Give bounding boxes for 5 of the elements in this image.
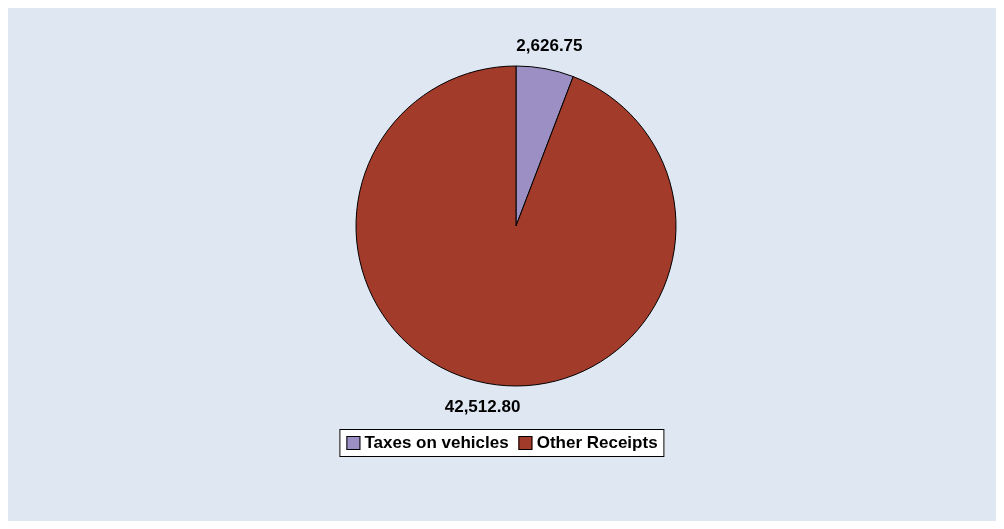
legend-label: Other Receipts bbox=[535, 433, 658, 453]
pie-slice bbox=[355, 65, 677, 387]
data-label: 2,626.75 bbox=[516, 35, 583, 55]
data-label: 42,512.80 bbox=[444, 397, 521, 417]
legend-label: Taxes on vehicles bbox=[363, 433, 509, 453]
